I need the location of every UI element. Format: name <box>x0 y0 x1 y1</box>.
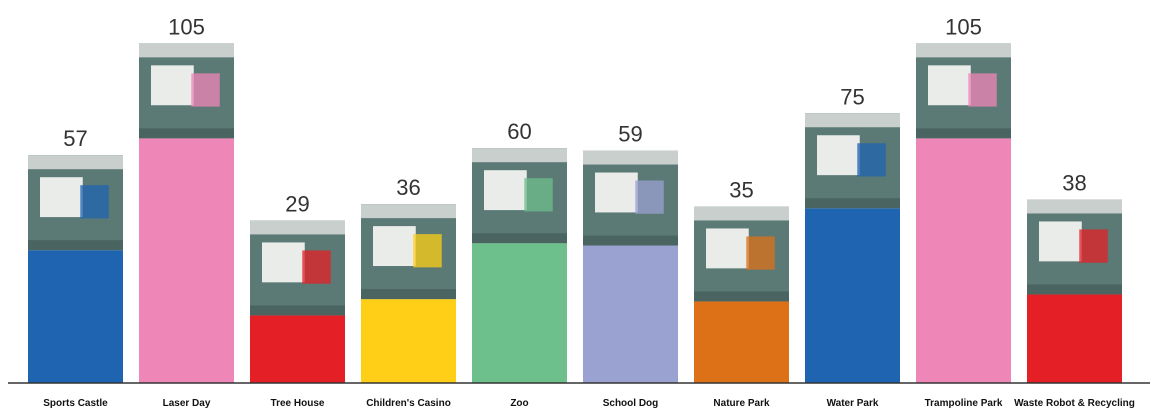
photo-model <box>857 143 886 177</box>
bar-value-label: 59 <box>618 122 642 147</box>
bar-value-label: 38 <box>1062 170 1086 195</box>
photo-model <box>302 250 331 284</box>
photo-table-edge <box>805 198 900 209</box>
photo-table-edge <box>250 305 345 316</box>
photo-wall <box>805 113 900 128</box>
photo-model <box>524 178 553 212</box>
photo-table-edge <box>139 128 234 139</box>
photo-paper <box>1039 221 1082 262</box>
photo-model <box>1079 229 1108 263</box>
photo-model <box>413 234 442 268</box>
photo-paper <box>817 135 860 176</box>
bar-group <box>139 43 234 383</box>
bar-photo <box>916 43 1011 139</box>
bar-photo <box>361 204 456 300</box>
category-label: Tree House <box>271 398 325 409</box>
bar-value-label: 105 <box>945 14 982 39</box>
category-label: School Dog <box>603 398 659 409</box>
photo-table-edge <box>361 289 456 300</box>
category-label: Zoo <box>510 398 528 409</box>
photo-paper <box>706 228 749 269</box>
photo-paper <box>484 170 527 211</box>
category-label: Children's Casino <box>366 398 451 409</box>
bar <box>361 299 456 383</box>
category-label: Waste Robot & Recycling <box>1014 398 1135 409</box>
bar-value-label: 35 <box>729 177 753 202</box>
photo-paper <box>151 65 194 106</box>
bar-group <box>694 206 789 383</box>
category-label: Trampoline Park <box>925 398 1003 409</box>
photo-model <box>635 180 664 214</box>
bar-value-label: 36 <box>396 175 420 200</box>
bar-photo <box>28 155 123 251</box>
labels-layer: 57 Sports Castle 105 Laser Day 29 Tree House 3… <box>43 14 1135 409</box>
bar-value-label: 75 <box>840 84 864 109</box>
bar <box>250 315 345 383</box>
photo-paper <box>262 242 305 283</box>
bar <box>1027 294 1122 383</box>
photo-wall <box>28 155 123 170</box>
bar-value-label: 60 <box>507 119 531 144</box>
photo-wall <box>139 43 234 58</box>
photo-table-edge <box>583 235 678 246</box>
photo-table-edge <box>694 291 789 302</box>
photo-wall <box>916 43 1011 58</box>
bar-group <box>361 204 456 383</box>
photo-model <box>80 185 109 219</box>
bar-photo <box>139 43 234 139</box>
bar-group <box>916 43 1011 383</box>
photo-wall <box>250 220 345 235</box>
bar-photo <box>583 150 678 246</box>
bar-group <box>805 113 900 383</box>
bar <box>916 138 1011 383</box>
photo-table-edge <box>28 240 123 251</box>
photo-model <box>746 236 775 270</box>
bar-photo <box>250 220 345 316</box>
bar <box>694 301 789 383</box>
bar <box>472 243 567 383</box>
category-label: Water Park <box>827 398 879 409</box>
bar-group <box>250 220 345 383</box>
photo-wall <box>472 148 567 163</box>
bars-layer <box>28 43 1122 383</box>
photo-table-edge <box>916 128 1011 139</box>
bar-photo <box>1027 199 1122 295</box>
bar-value-label: 57 <box>63 126 87 151</box>
bar-group <box>472 148 567 383</box>
bar <box>805 208 900 383</box>
category-label: Nature Park <box>713 398 770 409</box>
photo-paper <box>373 226 416 267</box>
photo-table-edge <box>1027 284 1122 295</box>
bar-value-label: 29 <box>285 191 309 216</box>
bar-photo <box>805 113 900 209</box>
category-label: Laser Day <box>163 398 211 409</box>
bar-group <box>28 155 123 383</box>
photo-model <box>191 73 220 107</box>
bar-photo <box>472 148 567 244</box>
bar-photo <box>694 206 789 302</box>
photo-wall <box>694 206 789 221</box>
photo-paper <box>595 172 638 213</box>
category-label: Sports Castle <box>43 398 108 409</box>
bar <box>139 138 234 383</box>
photo-wall <box>361 204 456 219</box>
photo-wall <box>583 150 678 165</box>
photo-paper <box>40 177 83 218</box>
photo-wall <box>1027 199 1122 214</box>
bar <box>28 250 123 383</box>
bar <box>583 245 678 383</box>
bar-group <box>1027 199 1122 383</box>
photo-paper <box>928 65 971 106</box>
bar-value-label: 105 <box>168 14 205 39</box>
photo-model <box>968 73 997 107</box>
photo-table-edge <box>472 233 567 244</box>
bar-group <box>583 150 678 383</box>
